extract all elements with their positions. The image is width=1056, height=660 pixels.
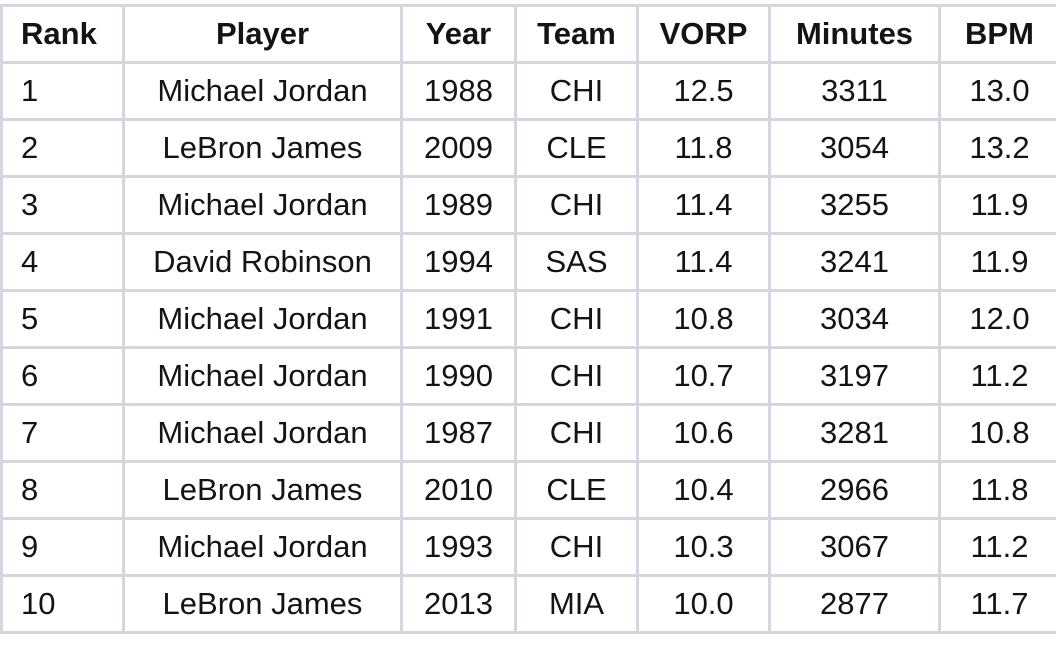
rank-cell: 6 [0, 346, 125, 406]
rank-cell: 10 [0, 574, 125, 634]
year-cell: 2013 [400, 574, 517, 634]
minutes-cell: 3034 [768, 289, 941, 349]
team-cell: CHI [514, 175, 639, 235]
rank-cell: 1 [0, 61, 125, 121]
table-row: 1 Michael Jordan 1988 CHI 12.5 3311 13.0 [0, 61, 1056, 121]
year-cell: 1989 [400, 175, 517, 235]
year-cell: 1991 [400, 289, 517, 349]
team-cell: CLE [514, 118, 639, 178]
minutes-cell: 3255 [768, 175, 941, 235]
minutes-cell: 3067 [768, 517, 941, 577]
minutes-cell: 3311 [768, 61, 941, 121]
player-cell: Michael Jordan [122, 289, 403, 349]
table-body: 1 Michael Jordan 1988 CHI 12.5 3311 13.0 2 LeBro… [0, 61, 1056, 634]
year-cell: 1993 [400, 517, 517, 577]
bpm-cell: 11.2 [938, 517, 1056, 577]
player-cell: Michael Jordan [122, 61, 403, 121]
bpm-cell: 13.0 [938, 61, 1056, 121]
vorp-cell: 10.4 [636, 460, 771, 520]
year-cell: 1994 [400, 232, 517, 292]
table-row: 4 David Robinson 1994 SAS 11.4 3241 11.9 [0, 232, 1056, 292]
bpm-cell: 11.8 [938, 460, 1056, 520]
year-cell: 1990 [400, 346, 517, 406]
table-row: 7 Michael Jordan 1987 CHI 10.6 3281 10.8 [0, 403, 1056, 463]
minutes-cell: 3241 [768, 232, 941, 292]
header-year: Year [400, 4, 517, 64]
vorp-cell: 11.4 [636, 175, 771, 235]
year-cell: 1988 [400, 61, 517, 121]
bpm-cell: 12.0 [938, 289, 1056, 349]
team-cell: MIA [514, 574, 639, 634]
bpm-cell: 11.2 [938, 346, 1056, 406]
table-row: 9 Michael Jordan 1993 CHI 10.3 3067 11.2 [0, 517, 1056, 577]
player-cell: Michael Jordan [122, 403, 403, 463]
table-header: Rank Player Year Team VORP Minutes BPM [0, 4, 1056, 64]
table-row: 5 Michael Jordan 1991 CHI 10.8 3034 12.0 [0, 289, 1056, 349]
rank-cell: 4 [0, 232, 125, 292]
vorp-cell: 10.3 [636, 517, 771, 577]
minutes-cell: 3197 [768, 346, 941, 406]
vorp-cell: 11.8 [636, 118, 771, 178]
rank-cell: 2 [0, 118, 125, 178]
team-cell: CHI [514, 346, 639, 406]
minutes-cell: 2877 [768, 574, 941, 634]
player-cell: LeBron James [122, 574, 403, 634]
team-cell: CHI [514, 403, 639, 463]
minutes-cell: 2966 [768, 460, 941, 520]
table-row: 6 Michael Jordan 1990 CHI 10.7 3197 11.2 [0, 346, 1056, 406]
header-player: Player [122, 4, 403, 64]
rank-cell: 5 [0, 289, 125, 349]
header-team: Team [514, 4, 639, 64]
table-row: 8 LeBron James 2010 CLE 10.4 2966 11.8 [0, 460, 1056, 520]
rank-cell: 8 [0, 460, 125, 520]
vorp-cell: 11.4 [636, 232, 771, 292]
team-cell: CLE [514, 460, 639, 520]
vorp-cell: 10.6 [636, 403, 771, 463]
bpm-cell: 10.8 [938, 403, 1056, 463]
player-cell: Michael Jordan [122, 517, 403, 577]
team-cell: CHI [514, 61, 639, 121]
team-cell: CHI [514, 289, 639, 349]
bpm-cell: 13.2 [938, 118, 1056, 178]
header-minutes: Minutes [768, 4, 941, 64]
header-bpm: BPM [938, 4, 1056, 64]
team-cell: CHI [514, 517, 639, 577]
table-row: 3 Michael Jordan 1989 CHI 11.4 3255 11.9 [0, 175, 1056, 235]
rank-cell: 3 [0, 175, 125, 235]
rank-cell: 7 [0, 403, 125, 463]
minutes-cell: 3281 [768, 403, 941, 463]
bpm-cell: 11.9 [938, 232, 1056, 292]
player-cell: Michael Jordan [122, 346, 403, 406]
bpm-cell: 11.9 [938, 175, 1056, 235]
vorp-leaders-table: Rank Player Year Team VORP Minutes BPM 1… [0, 4, 1056, 634]
header-rank: Rank [0, 4, 125, 64]
player-cell: LeBron James [122, 460, 403, 520]
year-cell: 2010 [400, 460, 517, 520]
header-row: Rank Player Year Team VORP Minutes BPM [0, 4, 1056, 64]
vorp-cell: 10.7 [636, 346, 771, 406]
year-cell: 1987 [400, 403, 517, 463]
year-cell: 2009 [400, 118, 517, 178]
player-cell: LeBron James [122, 118, 403, 178]
vorp-cell: 10.0 [636, 574, 771, 634]
table-row: 2 LeBron James 2009 CLE 11.8 3054 13.2 [0, 118, 1056, 178]
team-cell: SAS [514, 232, 639, 292]
vorp-cell: 12.5 [636, 61, 771, 121]
player-cell: David Robinson [122, 232, 403, 292]
vorp-cell: 10.8 [636, 289, 771, 349]
player-cell: Michael Jordan [122, 175, 403, 235]
bpm-cell: 11.7 [938, 574, 1056, 634]
header-vorp: VORP [636, 4, 771, 64]
table-row: 10 LeBron James 2013 MIA 10.0 2877 11.7 [0, 574, 1056, 634]
rank-cell: 9 [0, 517, 125, 577]
minutes-cell: 3054 [768, 118, 941, 178]
